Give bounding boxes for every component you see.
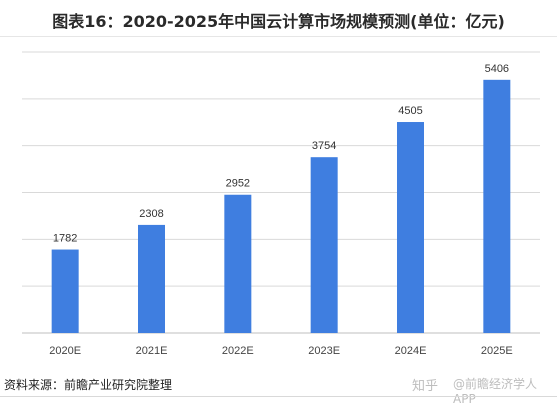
- bar-2020E: [51, 249, 79, 333]
- data-label-2020E: 1782: [53, 233, 77, 245]
- title-divider: [0, 36, 557, 37]
- x-tick-2024E: 2024E: [395, 345, 427, 357]
- watermark-account: @前瞻经济学人APP: [453, 377, 538, 406]
- bar-series: [51, 79, 511, 333]
- bar-2024E: [397, 122, 424, 333]
- bar-2021E: [138, 224, 165, 333]
- x-tick-2020E: 2020E: [49, 345, 81, 357]
- x-tick-2022E: 2022E: [222, 345, 254, 357]
- x-tick-2021E: 2021E: [136, 345, 168, 357]
- gridlines: [22, 51, 540, 334]
- bar-2023E: [310, 157, 338, 333]
- data-label-2022E: 2952: [226, 178, 250, 190]
- data-label-2025E: 5406: [485, 63, 509, 75]
- x-tick-labels: 2020E 2021E 2022E 2023E 2024E 2025E: [49, 345, 512, 357]
- data-label-2021E: 2308: [139, 208, 163, 220]
- footer-divider: [0, 396, 557, 397]
- watermark-site: 知乎: [412, 379, 439, 394]
- bar-2025E: [483, 79, 511, 333]
- data-labels: 1782 2308 2952 3754 4505 5406: [53, 63, 509, 245]
- x-tick-2023E: 2023E: [308, 345, 340, 357]
- data-label-2024E: 4505: [398, 105, 422, 117]
- bar-2022E: [224, 194, 252, 333]
- chart-title: 图表16：2020-2025年中国云计算市场规模预测(单位：亿元): [52, 12, 505, 31]
- x-tick-2025E: 2025E: [481, 345, 513, 357]
- data-label-2023E: 3754: [312, 140, 336, 152]
- source-note: 资料来源：前瞻产业研究院整理: [4, 378, 173, 392]
